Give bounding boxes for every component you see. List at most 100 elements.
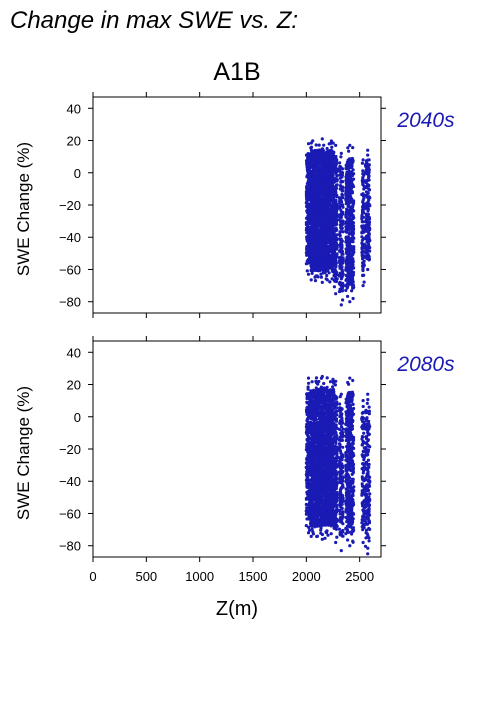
data-point — [327, 186, 331, 190]
data-point — [351, 146, 355, 150]
data-point — [351, 231, 355, 235]
data-point — [334, 143, 338, 147]
data-point — [328, 230, 332, 235]
data-point — [317, 236, 321, 241]
data-point — [361, 226, 365, 231]
data-point — [347, 281, 351, 285]
data-point — [365, 186, 369, 190]
data-point — [312, 205, 316, 209]
data-point — [346, 192, 350, 196]
data-point — [344, 240, 348, 244]
data-point — [305, 461, 309, 465]
data-point — [362, 280, 366, 284]
data-point — [306, 387, 310, 391]
data-point — [329, 182, 333, 187]
data-point — [315, 217, 319, 222]
data-point — [338, 234, 342, 238]
data-point — [360, 161, 364, 165]
data-point — [341, 252, 345, 256]
data-point — [306, 142, 311, 146]
y-axis-label: SWE Change (%) — [14, 386, 33, 520]
data-point — [318, 267, 323, 271]
data-point — [340, 284, 344, 288]
data-point — [321, 166, 325, 170]
data-point — [309, 148, 313, 153]
data-point — [310, 229, 314, 233]
data-point — [365, 219, 369, 223]
data-point — [307, 381, 311, 385]
data-point — [348, 300, 352, 304]
data-point — [351, 296, 355, 301]
data-point — [309, 264, 313, 268]
data-point — [350, 279, 354, 283]
data-point — [334, 226, 338, 230]
data-point — [324, 210, 328, 214]
data-point — [344, 186, 348, 190]
data-point — [339, 151, 343, 155]
data-point — [313, 159, 317, 164]
data-point — [334, 157, 338, 162]
data-point — [306, 234, 310, 238]
data-point — [345, 229, 349, 233]
data-point — [304, 448, 308, 452]
data-point — [346, 208, 350, 213]
data-point — [337, 213, 342, 217]
data-point — [318, 192, 322, 196]
data-point — [305, 161, 309, 165]
data-point — [366, 201, 370, 205]
data-point — [346, 219, 350, 223]
data-point — [361, 158, 365, 162]
data-point — [367, 228, 371, 232]
data-point — [320, 208, 324, 212]
data-point — [320, 137, 324, 141]
data-point — [306, 224, 310, 228]
data-point — [328, 210, 332, 214]
data-point — [350, 225, 354, 229]
data-point — [319, 272, 323, 276]
data-point — [361, 177, 365, 181]
data-point — [325, 183, 330, 187]
data-point — [351, 177, 356, 181]
data-point — [320, 280, 324, 284]
data-point — [313, 279, 318, 283]
data-point — [335, 205, 339, 210]
data-point — [331, 150, 335, 154]
data-point — [346, 166, 350, 170]
data-point — [339, 180, 343, 184]
data-point — [338, 264, 342, 268]
data-point — [341, 185, 345, 189]
data-point — [352, 245, 356, 249]
data-point — [305, 477, 309, 481]
data-point — [340, 170, 344, 174]
data-point — [367, 163, 371, 167]
panel-label: 2080s — [396, 353, 455, 376]
data-point — [306, 433, 310, 437]
data-point — [304, 503, 309, 507]
y-tick-label: 20 — [67, 134, 81, 149]
data-point — [360, 211, 365, 215]
data-point — [339, 243, 343, 247]
data-point — [328, 141, 333, 146]
scenario-title: A1B — [213, 58, 260, 86]
data-point — [345, 215, 349, 219]
data-point — [306, 445, 310, 449]
data-point — [325, 376, 329, 380]
data-point — [324, 169, 329, 173]
data-point — [325, 146, 329, 151]
data-point — [364, 227, 368, 231]
data-point — [309, 177, 313, 181]
data-point — [367, 232, 371, 236]
data-point — [364, 236, 368, 240]
data-point — [339, 255, 343, 259]
data-point — [326, 154, 330, 158]
data-point — [366, 207, 370, 211]
data-point — [310, 155, 314, 159]
data-point — [304, 497, 308, 501]
data-point — [315, 166, 319, 171]
data-point — [344, 273, 348, 277]
data-point — [341, 189, 345, 193]
data-point — [320, 180, 324, 184]
data-point — [306, 531, 311, 535]
data-point — [309, 146, 313, 150]
